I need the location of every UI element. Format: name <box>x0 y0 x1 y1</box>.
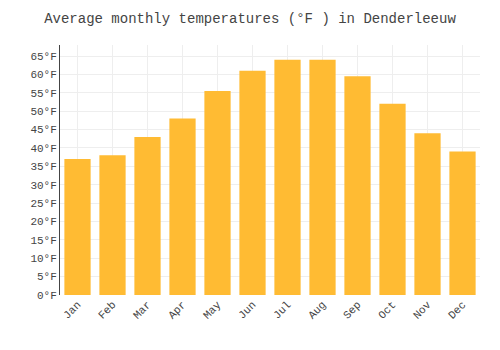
svg-text:Jun: Jun <box>236 299 258 321</box>
svg-text:25°F: 25°F <box>30 198 56 210</box>
svg-text:50°F: 50°F <box>30 106 56 118</box>
svg-text:Oct: Oct <box>376 299 398 321</box>
svg-text:Apr: Apr <box>166 299 188 321</box>
svg-text:Average monthly temperatures (: Average monthly temperatures (°F ) in De… <box>44 11 456 27</box>
svg-text:65°F: 65°F <box>30 51 56 63</box>
svg-text:0°F: 0°F <box>37 290 57 302</box>
svg-text:Aug: Aug <box>306 299 328 321</box>
svg-text:15°F: 15°F <box>30 235 56 247</box>
svg-text:10°F: 10°F <box>30 253 56 265</box>
svg-text:Jul: Jul <box>271 299 293 321</box>
svg-text:40°F: 40°F <box>30 143 56 155</box>
svg-text:Nov: Nov <box>411 299 434 322</box>
svg-text:May: May <box>201 299 224 322</box>
svg-text:45°F: 45°F <box>30 124 56 136</box>
svg-text:Mar: Mar <box>131 299 153 321</box>
svg-text:55°F: 55°F <box>30 88 56 100</box>
svg-text:20°F: 20°F <box>30 216 56 228</box>
svg-text:60°F: 60°F <box>30 69 56 81</box>
svg-text:Dec: Dec <box>446 299 468 321</box>
svg-text:Sep: Sep <box>341 299 363 321</box>
svg-text:Jan: Jan <box>61 299 83 321</box>
svg-text:35°F: 35°F <box>30 161 56 173</box>
svg-text:5°F: 5°F <box>37 271 57 283</box>
svg-text:30°F: 30°F <box>30 180 56 192</box>
svg-text:Feb: Feb <box>96 299 118 321</box>
